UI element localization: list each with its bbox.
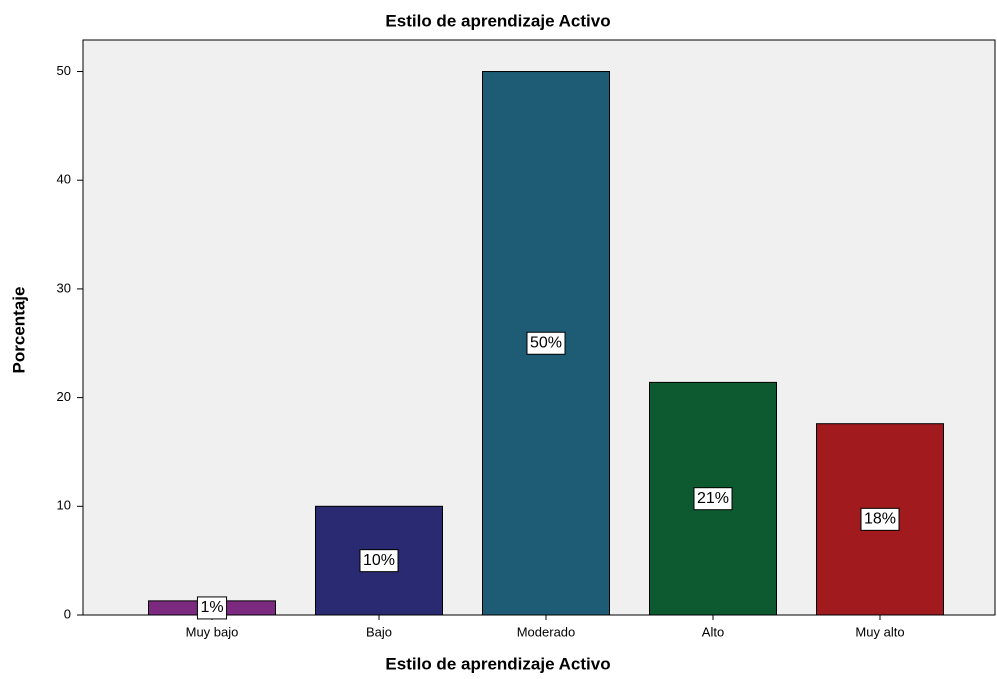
x-axis-title: Estilo de aprendizaje Activo — [385, 654, 610, 673]
y-tick-label: 10 — [57, 498, 71, 513]
data-label: 1% — [200, 599, 223, 616]
data-label-box — [526, 331, 566, 355]
data-label: 50% — [530, 334, 562, 351]
data-label: 18% — [864, 511, 896, 528]
x-tick-label: Bajo — [366, 624, 392, 639]
x-tick-label: Moderado — [517, 624, 576, 639]
y-tick-label: 40 — [57, 172, 71, 187]
data-label-box — [693, 487, 733, 511]
data-label: 10% — [363, 552, 395, 569]
y-axis-title: Porcentaje — [9, 287, 28, 374]
y-tick-label: 50 — [57, 63, 71, 78]
chart-title: Estilo de aprendizaje Activo — [385, 11, 610, 30]
y-tick-label: 0 — [64, 606, 71, 621]
data-label-box — [359, 549, 399, 573]
data-label-box — [860, 507, 900, 531]
x-tick-label: Muy bajo — [186, 624, 239, 639]
x-tick-label: Alto — [702, 624, 724, 639]
data-label: 21% — [697, 490, 729, 507]
data-label-box — [196, 596, 228, 620]
y-tick-label: 30 — [57, 280, 71, 295]
x-tick-label: Muy alto — [855, 624, 904, 639]
y-tick-label: 20 — [57, 389, 71, 404]
